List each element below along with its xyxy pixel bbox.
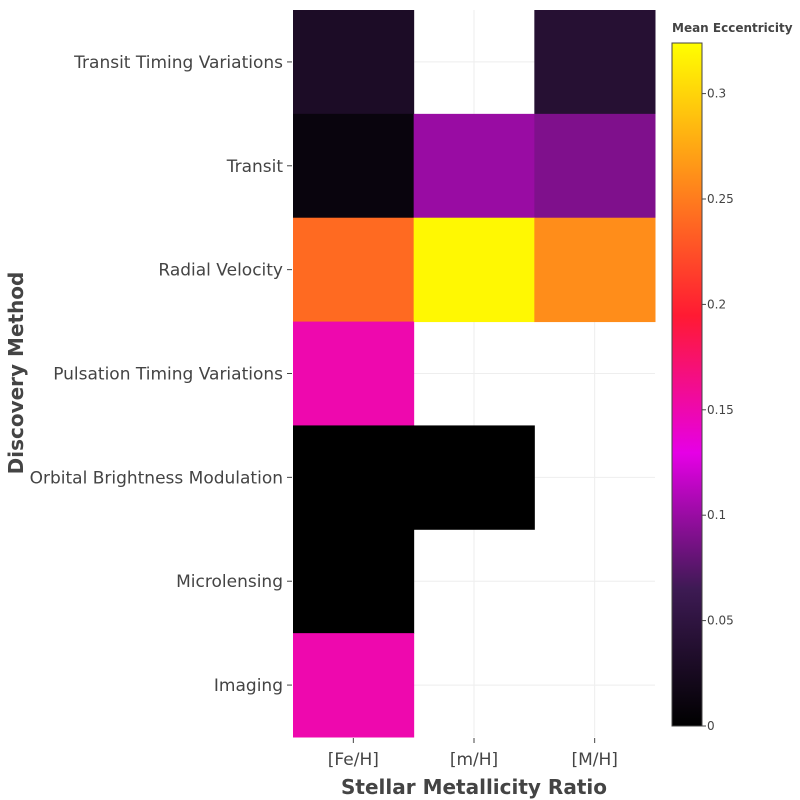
heatmap-cell — [293, 321, 415, 426]
y-tick-label: Transit — [226, 157, 284, 177]
colorbar-tick-label: 0.2 — [707, 297, 726, 311]
x-tick-label: [m/H] — [450, 750, 498, 770]
y-tick-label: Orbital Brightness Modulation — [30, 468, 283, 488]
y-axis-ticks: Transit Timing Variations Transit Radial V… — [30, 53, 292, 696]
colorbar-tick-label: 0.1 — [707, 508, 726, 522]
colorbar-tick-label: 0.05 — [707, 614, 734, 628]
heatmap-cell — [534, 113, 656, 219]
heatmap-cell — [534, 10, 656, 115]
heatmap-cells — [293, 10, 656, 738]
colorbar-tick-label: 0 — [707, 719, 715, 733]
y-tick-label: Transit Timing Variations — [73, 53, 283, 73]
heatmap-cell — [293, 10, 415, 115]
colorbar-tick-label: 0.25 — [707, 192, 734, 206]
colorbar-title: Mean Eccentricity — [672, 21, 793, 35]
y-tick-label: Radial Velocity — [158, 261, 283, 281]
heatmap-cell — [293, 633, 415, 738]
colorbar-gradient — [671, 42, 703, 727]
y-tick-label: Imaging — [214, 676, 283, 696]
heatmap-cell — [293, 113, 415, 219]
heatmap-cell — [534, 217, 656, 323]
heatmap-cell — [293, 529, 415, 634]
heatmap-cell — [413, 217, 535, 323]
y-tick-label: Pulsation Timing Variations — [53, 365, 283, 385]
y-axis-title: Discovery Method — [4, 272, 28, 475]
colorbar: Mean Eccentricity 0 0.05 0.1 0.15 0.2 0.25 0.3 — [671, 21, 793, 733]
x-tick-label: [Fe/H] — [328, 750, 379, 770]
y-tick-label: Microlensing — [176, 572, 283, 592]
heatmap-cell — [413, 425, 535, 530]
x-tick-label: [M/H] — [571, 750, 617, 770]
heatmap-cell — [293, 425, 415, 530]
colorbar-tick-label: 0.15 — [707, 403, 734, 417]
colorbar-tick-label: 0.3 — [707, 87, 726, 101]
heatmap-cell — [293, 217, 415, 323]
x-axis-ticks: [Fe/H] [m/H] [M/H] — [328, 738, 618, 770]
x-axis-title: Stellar Metallicity Ratio — [341, 775, 607, 799]
heatmap-cell — [413, 113, 535, 219]
